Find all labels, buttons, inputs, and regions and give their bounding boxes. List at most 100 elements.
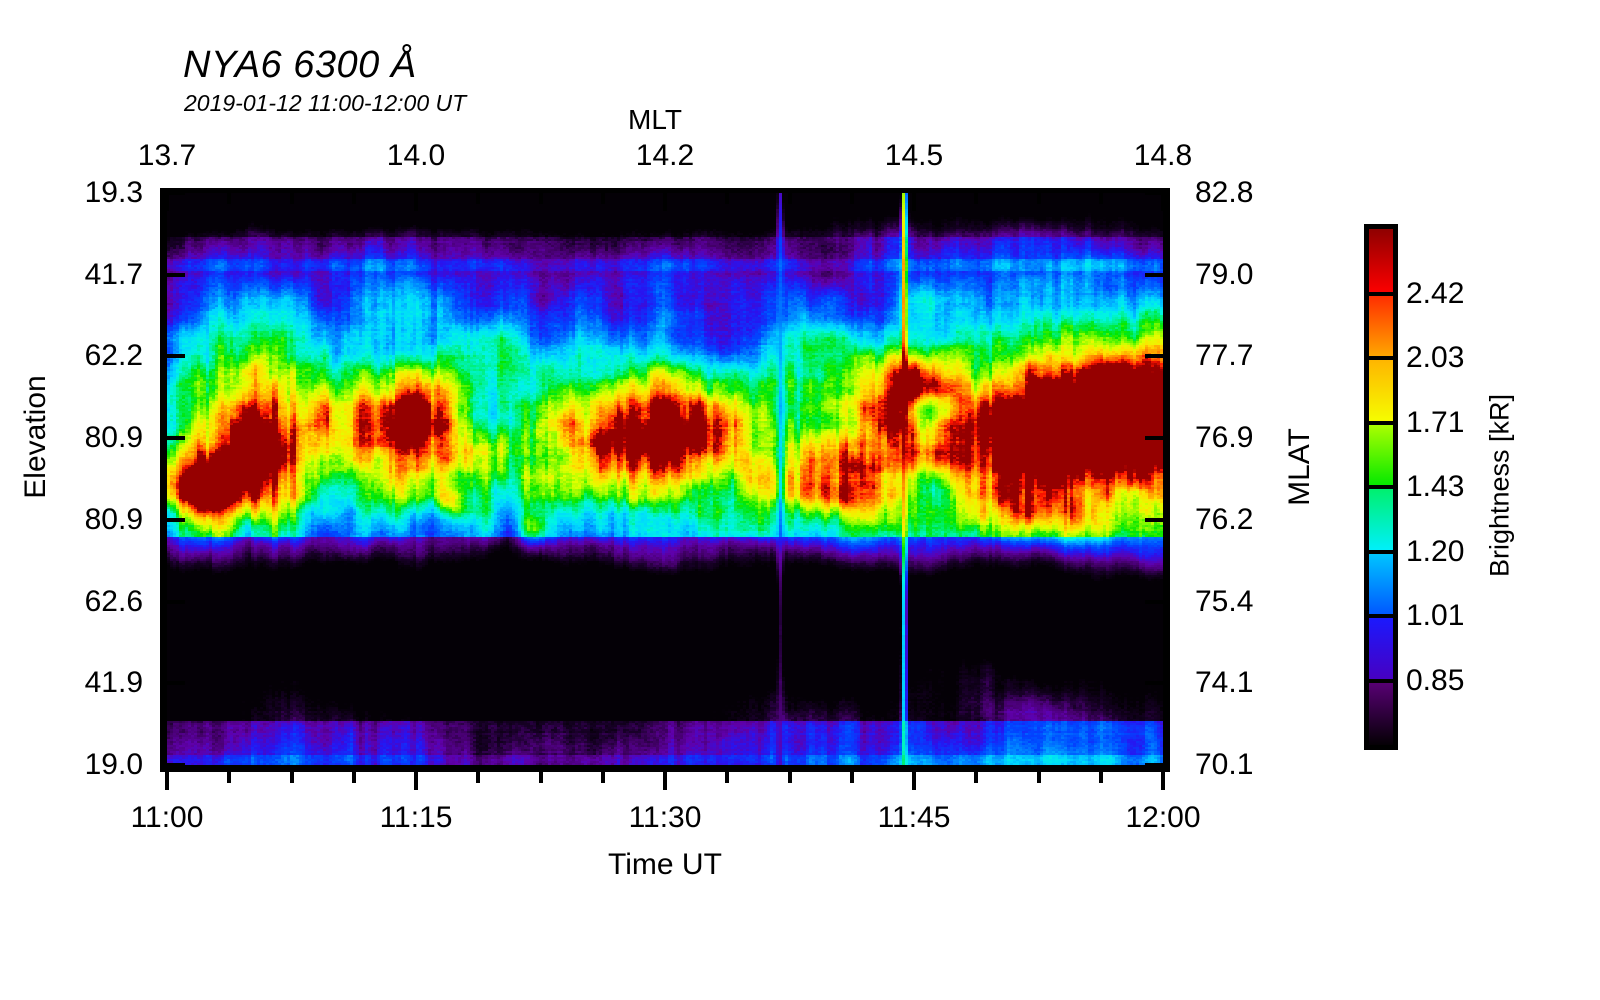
colorbar-band: [1369, 229, 1393, 294]
tick-bottom-minor: [351, 772, 356, 783]
colorbar-tick-label: 2.42: [1406, 276, 1465, 310]
tick-left-major: [167, 354, 185, 359]
tick-top-minor: [725, 193, 730, 204]
tick-bottom-major: [1161, 772, 1165, 790]
tick-label-mlat: 79.0: [1195, 257, 1254, 291]
tick-bottom-minor: [289, 772, 294, 783]
tick-bottom-major: [912, 772, 916, 790]
tick-top-minor: [476, 193, 481, 204]
tick-top-minor: [1098, 193, 1103, 204]
axis-line-left: [160, 188, 167, 772]
tick-right-major: [1145, 436, 1163, 441]
tick-right-major: [1145, 517, 1163, 522]
tick-right-major: [1145, 272, 1163, 277]
tick-label-mlt: 14.8: [1133, 139, 1193, 172]
tick-left-major: [167, 763, 185, 767]
tick-label-mlt: 13.7: [137, 139, 197, 172]
colorbar-band-divider: [1369, 678, 1393, 683]
right-axis-title: MLAT: [1283, 428, 1316, 506]
tick-bottom-minor: [600, 772, 605, 783]
tick-right-major: [1145, 191, 1163, 195]
tick-right-major: [1145, 354, 1163, 359]
tick-top-minor: [600, 193, 605, 204]
left-axis-title: Elevation: [19, 375, 52, 499]
tick-label-elevation: 62.6: [84, 584, 143, 618]
tick-label-time: 11:30: [628, 801, 702, 834]
colorbar-tick-label: 0.85: [1406, 663, 1465, 697]
tick-right-major: [1145, 763, 1163, 767]
page-title: NYA6 6300 Å: [183, 44, 417, 86]
tick-label-mlat: 77.7: [1195, 339, 1254, 373]
tick-bottom-minor: [476, 772, 481, 783]
tick-label-elevation: 80.9: [84, 502, 143, 536]
colorbar-tick-label: 1.43: [1406, 470, 1465, 503]
colorbar-tick-label: 2.03: [1406, 341, 1465, 374]
tick-label-time: 11:45: [877, 801, 951, 834]
tick-label-elevation: 41.7: [84, 257, 143, 291]
tick-label-mlat: 76.9: [1195, 421, 1254, 455]
tick-left-major: [167, 517, 185, 522]
tick-bottom-minor: [974, 772, 979, 783]
tick-top-minor: [289, 193, 294, 204]
colorbar-band: [1369, 680, 1393, 745]
colorbar-tick-label: 1.20: [1406, 534, 1465, 568]
colorbar-band-divider: [1369, 356, 1393, 360]
tick-label-elevation: 19.3: [84, 176, 143, 209]
tick-label-mlat: 75.4: [1195, 584, 1254, 618]
tick-label-mlat: 74.1: [1195, 666, 1254, 700]
tick-bottom-minor: [227, 772, 232, 783]
axis-line-bottom: [160, 765, 1170, 772]
tick-label-mlat: 82.8: [1195, 176, 1254, 209]
colorbar-band-divider: [1369, 485, 1393, 489]
tick-label-time: 12:00: [1125, 801, 1201, 834]
tick-label-time: 11:00: [130, 801, 204, 834]
tick-label-mlat: 76.2: [1195, 502, 1254, 536]
tick-top-minor: [849, 193, 854, 204]
axis-line-right: [1163, 188, 1170, 772]
tick-right-major: [1145, 681, 1163, 686]
tick-bottom-major: [663, 772, 667, 790]
colorbar-band: [1369, 616, 1393, 681]
tick-label-mlt: 14.2: [635, 139, 695, 172]
tick-label-elevation: 62.2: [84, 339, 143, 373]
tick-label-time: 11:15: [379, 801, 453, 834]
tick-label-elevation: 19.0: [84, 748, 143, 781]
tick-top-minor: [227, 193, 232, 204]
tick-label-mlt: 14.0: [386, 139, 446, 172]
tick-label-elevation: 80.9: [84, 421, 143, 455]
tick-bottom-minor: [538, 772, 543, 783]
tick-bottom-minor: [725, 772, 730, 783]
tick-top-minor: [1036, 193, 1041, 204]
tick-top-minor: [974, 193, 979, 204]
colorbar-band: [1369, 551, 1393, 616]
axis-line-top: [160, 188, 1170, 193]
tick-left-major: [167, 272, 185, 277]
tick-left-major: [167, 599, 185, 604]
tick-top-major: [1161, 193, 1165, 211]
tick-bottom-minor: [787, 772, 792, 783]
tick-left-major: [167, 191, 185, 195]
colorbar-tick-label: 1.01: [1406, 599, 1465, 632]
colorbar-band-divider: [1369, 420, 1393, 425]
tick-top-major: [414, 193, 418, 211]
tick-label-mlt: 14.5: [884, 139, 944, 172]
colorbar-band-divider: [1369, 549, 1393, 554]
tick-left-major: [167, 681, 185, 686]
colorbar-tick-label: 1.71: [1406, 405, 1465, 439]
tick-top-minor: [787, 193, 792, 204]
tick-top-minor: [538, 193, 543, 204]
tick-left-major: [167, 436, 185, 441]
tick-label-mlat: 70.1: [1195, 748, 1254, 781]
tick-bottom-minor: [849, 772, 854, 783]
tick-top-major: [912, 193, 916, 211]
colorbar: [1364, 224, 1398, 750]
colorbar-band-divider: [1369, 291, 1393, 296]
tick-top-minor: [351, 193, 356, 204]
colorbar-band: [1369, 487, 1393, 552]
keogram-image: [167, 193, 1163, 765]
tick-bottom-major: [165, 772, 169, 790]
tick-bottom-minor: [1098, 772, 1103, 783]
tick-bottom-major: [414, 772, 418, 790]
tick-right-major: [1145, 599, 1163, 604]
